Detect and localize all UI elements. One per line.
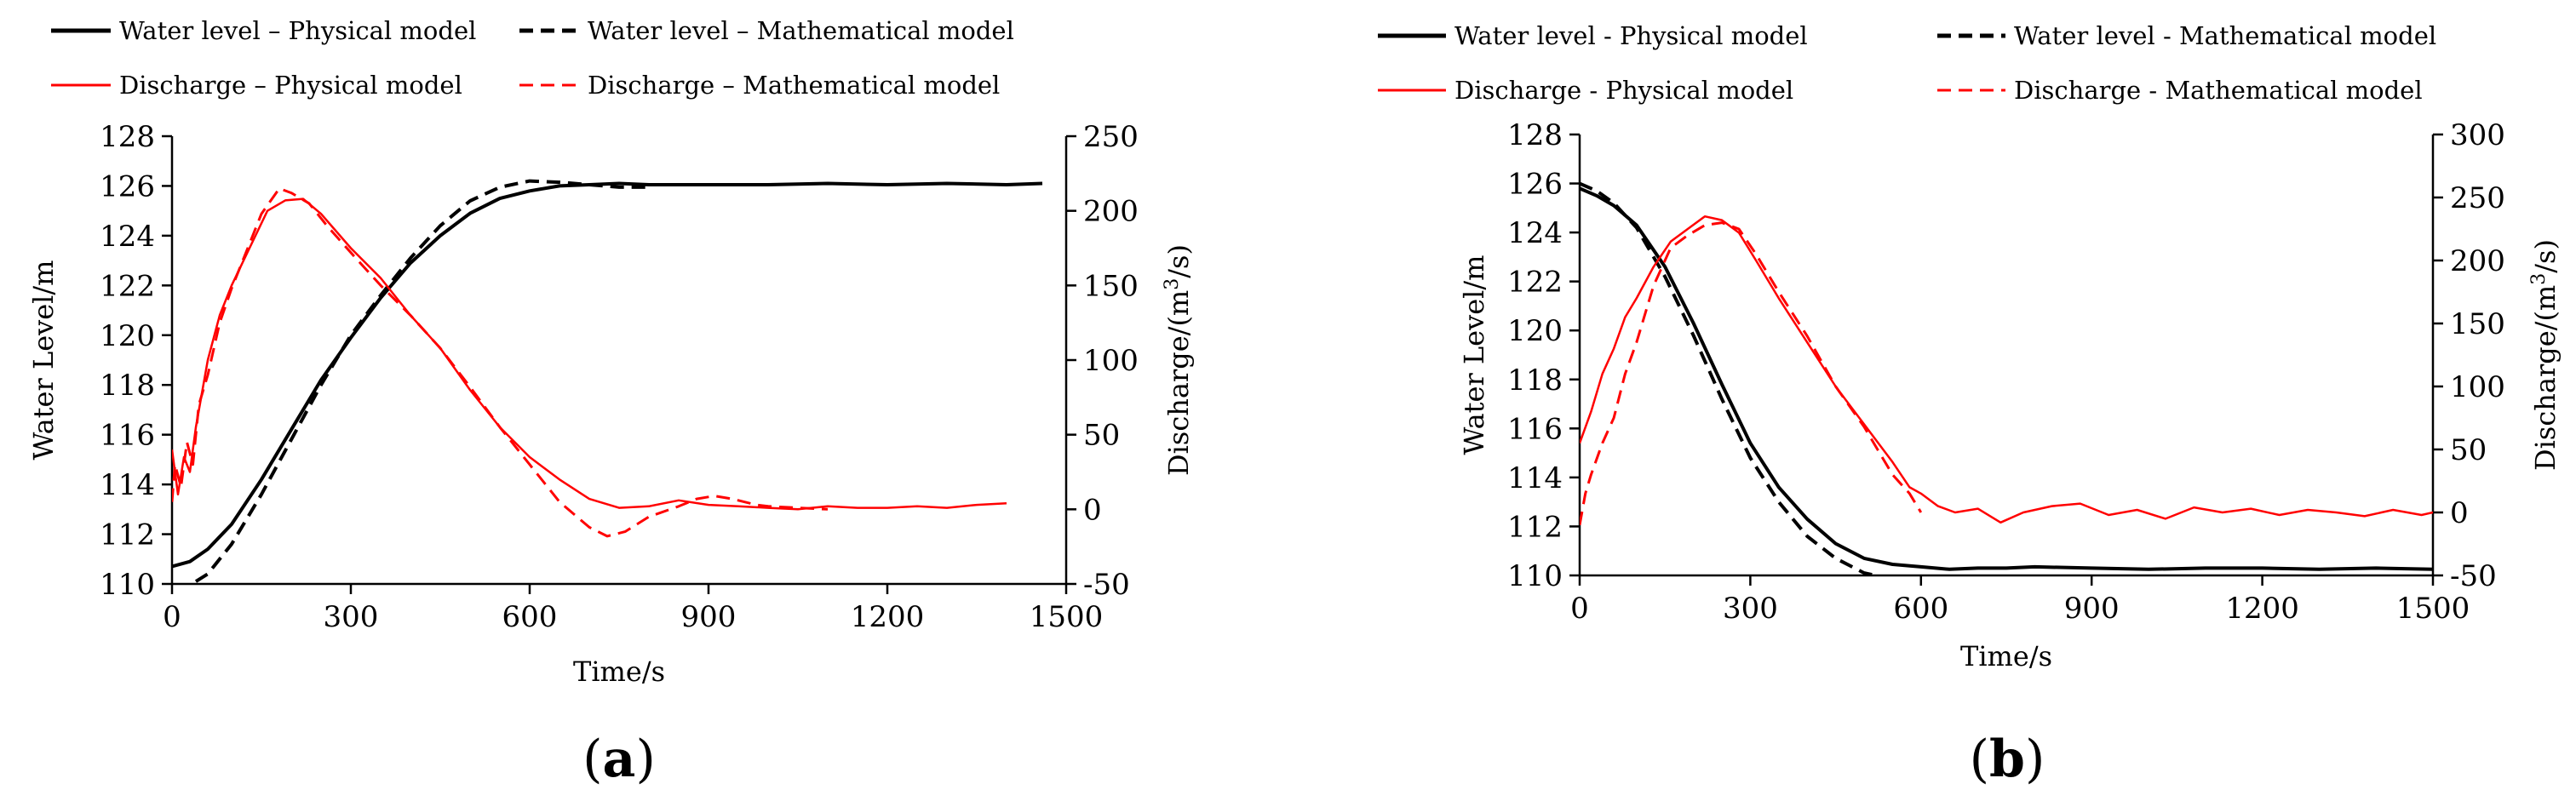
legend-label: Water level – Mathematical model — [588, 16, 1014, 45]
y-right-tick-label: 50 — [1083, 419, 1120, 453]
chart-panel-a: 0 300 600 900 1200 15001101121141161181201221… — [27, 16, 1195, 789]
y-left-tick-label: 112 — [100, 518, 155, 552]
series-line-discharge-mathematical — [1580, 221, 1923, 526]
y-left-tick-label: 118 — [1507, 363, 1563, 398]
x-tick-label: 0 — [163, 600, 181, 634]
chart-panel-b: 0 300 600 900 1200 15001101121141161181201221… — [1378, 21, 2562, 789]
x-tick-label: 1500 — [2396, 592, 2470, 626]
y-left-tick-label: 112 — [1507, 510, 1563, 544]
legend-label: Discharge – Mathematical model — [588, 71, 1000, 100]
y-left-axis-title: Water Level/m — [1458, 255, 1490, 455]
x-tick-label: 1200 — [2225, 592, 2299, 626]
y-left-tick-label: 122 — [100, 269, 155, 303]
y-right-tick-label: 150 — [2450, 307, 2505, 341]
y-left-tick-label: 114 — [1507, 461, 1563, 495]
x-tick-label: 300 — [1723, 592, 1778, 626]
y-left-tick-label: 128 — [100, 120, 155, 154]
y-left-tick-label: 110 — [1507, 559, 1563, 593]
y-right-title-prefix: Discharge/(m — [2529, 285, 2562, 471]
legend-label: Water level - Physical model — [1454, 21, 1808, 50]
legend-label: Discharge – Physical model — [119, 71, 462, 100]
y-left-axis-title: Water Level/m — [27, 260, 60, 460]
y-right-tick-label: 200 — [2450, 244, 2505, 278]
panel-label: (b) — [1970, 729, 2045, 789]
x-tick-label: 1200 — [851, 600, 925, 634]
x-axis-title: Time/s — [573, 655, 665, 688]
y-right-tick-label: 50 — [2450, 433, 2487, 467]
y-right-tick-label: -50 — [1083, 568, 1130, 602]
panel-letter: a — [603, 729, 636, 789]
y-left-tick-label: 110 — [100, 568, 155, 602]
x-tick-label: 1500 — [1030, 600, 1104, 634]
y-left-tick-label: 126 — [100, 169, 155, 203]
y-right-tick-label: 100 — [2450, 370, 2505, 404]
y-left-tick-label: 114 — [100, 468, 155, 502]
y-left-tick-label: 116 — [1507, 412, 1563, 446]
legend-label: Discharge - Mathematical model — [2014, 76, 2423, 105]
y-left-tick-label: 116 — [100, 419, 155, 453]
legend-label: Water level - Mathematical model — [2014, 21, 2436, 50]
y-right-tick-label: -50 — [2450, 559, 2497, 593]
x-tick-label: 900 — [2064, 592, 2120, 626]
y-right-tick-label: 250 — [1083, 120, 1139, 154]
y-left-tick-label: 120 — [100, 319, 155, 353]
y-right-tick-label: 300 — [2450, 118, 2505, 152]
y-left-tick-label: 122 — [1507, 266, 1563, 300]
y-right-title-superscript: 3 — [2528, 273, 2550, 285]
y-right-tick-label: 0 — [2450, 496, 2469, 530]
panel-label: (a) — [582, 729, 656, 789]
x-tick-label: 900 — [681, 600, 737, 634]
series-line-discharge-physical — [1580, 215, 2433, 524]
y-right-tick-label: 200 — [1083, 195, 1139, 229]
y-left-tick-label: 128 — [1507, 118, 1563, 152]
y-left-tick-label: 120 — [1507, 314, 1563, 348]
x-axis-title: Time/s — [1960, 640, 2052, 672]
y-right-tick-label: 0 — [1083, 493, 1102, 527]
x-tick-label: 600 — [502, 600, 558, 634]
y-left-tick-label: 126 — [1507, 168, 1563, 202]
legend-label: Discharge - Physical model — [1454, 76, 1793, 105]
y-left-tick-label: 124 — [100, 220, 155, 254]
y-right-title-suffix: /s) — [2529, 239, 2562, 273]
y-right-title-suffix: /s) — [1162, 244, 1195, 278]
series-line-water-level-mathematical — [194, 179, 649, 583]
y-right-tick-label: 250 — [2450, 181, 2505, 215]
y-left-tick-label: 124 — [1507, 216, 1563, 250]
y-right-tick-label: 150 — [1083, 269, 1139, 303]
x-tick-label: 0 — [1570, 592, 1589, 626]
y-right-axis-title: Discharge/(m3/s) — [1162, 244, 1196, 476]
y-right-title-prefix: Discharge/(m — [1162, 290, 1195, 476]
legend-label: Water level – Physical model — [119, 16, 476, 45]
y-left-tick-label: 118 — [100, 369, 155, 403]
series-line-water-level-mathematical — [1580, 181, 1876, 577]
x-tick-label: 600 — [1893, 592, 1948, 626]
y-right-axis-title: Discharge/(m3/s) — [2528, 239, 2562, 471]
x-tick-label: 300 — [324, 600, 379, 634]
y-right-tick-label: 100 — [1083, 344, 1139, 378]
series-line-water-level-physical — [1580, 186, 2433, 571]
y-right-title-superscript: 3 — [1162, 278, 1183, 290]
series-line-discharge-physical — [172, 197, 1007, 511]
series-line-discharge-mathematical — [172, 186, 829, 538]
panel-letter: b — [1989, 729, 2025, 789]
series-line-water-level-physical — [172, 181, 1043, 569]
